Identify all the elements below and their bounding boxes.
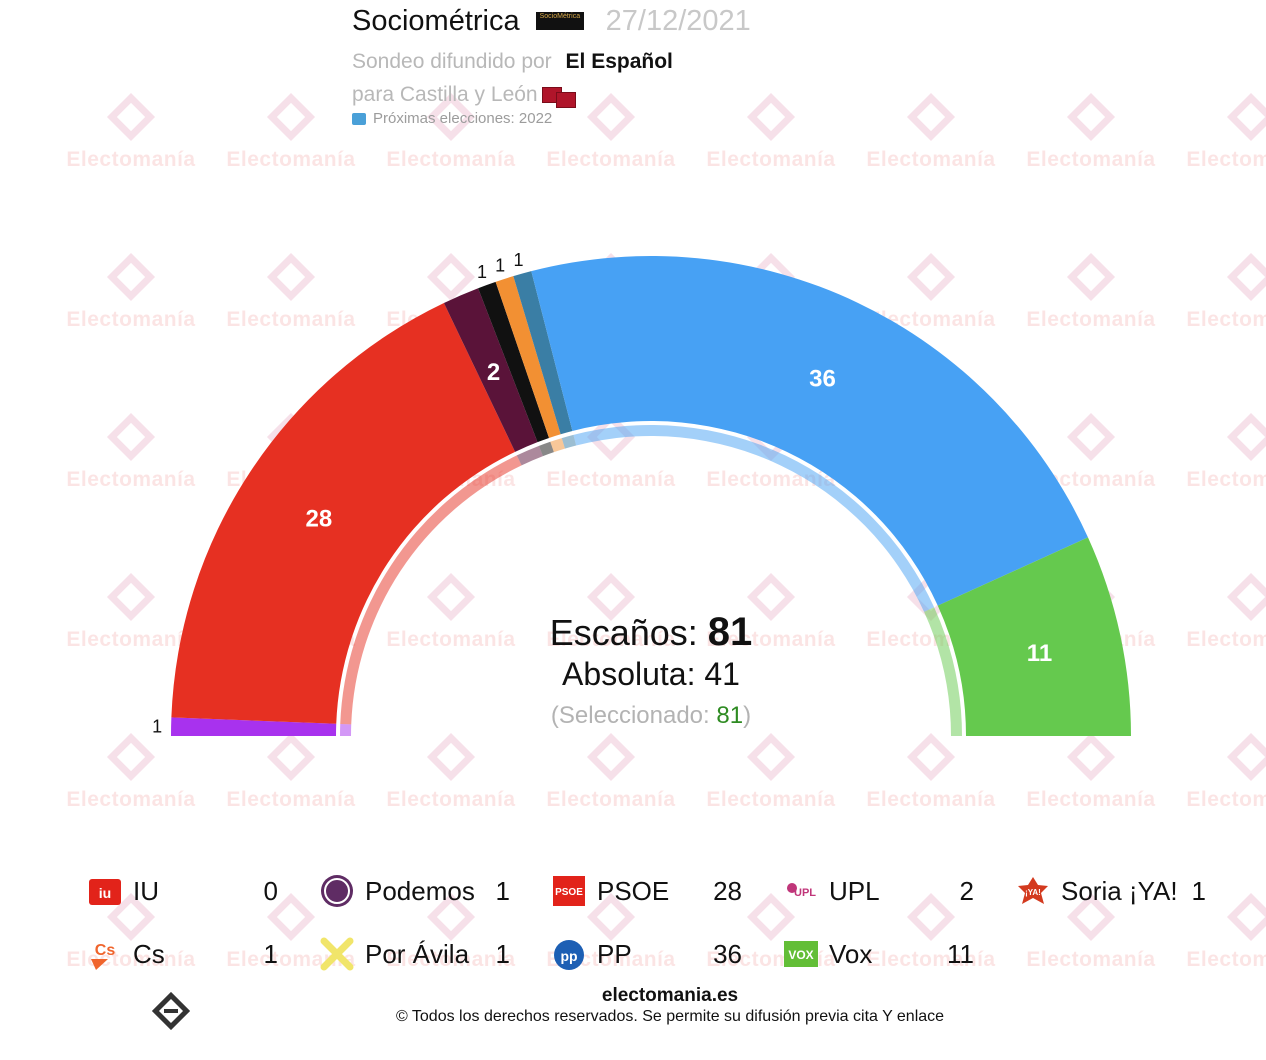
svg-text:VOX: VOX xyxy=(788,948,813,962)
legend-value: 1 xyxy=(1191,876,1206,906)
soria-ya-icon: ¡YA! xyxy=(1018,877,1048,904)
seat-label-psoe: 28 xyxy=(306,506,333,533)
legend-label: Podemos xyxy=(365,876,475,906)
podemos-icon xyxy=(321,875,353,907)
legend-value: 1 xyxy=(263,939,278,969)
seat-label-por-avila: 1 xyxy=(152,716,162,736)
seat-segment-soria-ya[interactable] xyxy=(513,271,573,435)
legend-label: PSOE xyxy=(597,876,670,906)
legend-value: 1 xyxy=(495,876,510,906)
seat-label-podemos: 1 xyxy=(477,262,487,282)
upl-icon: UPL xyxy=(787,883,816,899)
intro-text: Sondeo difundido por xyxy=(352,50,552,73)
legend-value: 1 xyxy=(495,939,510,969)
seat-segment-podemos[interactable] xyxy=(478,281,550,443)
seat-segment-por-avila[interactable] xyxy=(171,717,337,736)
seat-label-pp: 36 xyxy=(809,365,836,392)
svg-text:pp: pp xyxy=(560,948,577,964)
seat-label-cs: 1 xyxy=(495,256,505,276)
inner-arc-cs xyxy=(550,438,565,453)
seat-label-vox: 11 xyxy=(1027,640,1052,667)
poll-date: 27/12/2021 xyxy=(605,4,751,37)
svg-text:iu: iu xyxy=(99,885,111,901)
inner-arc-pp xyxy=(573,425,935,612)
inner-arc-podemos xyxy=(538,441,554,457)
next-elections: Próximas elecciones: 2022 xyxy=(373,110,553,127)
svg-text:PSOE: PSOE xyxy=(555,887,583,898)
selected-summary: (Seleccionado: 81) xyxy=(451,702,851,730)
media-name: El Español xyxy=(565,50,673,73)
seat-segment-vox[interactable] xyxy=(937,537,1131,736)
legend-label: Soria ¡YA! xyxy=(1061,876,1178,906)
seats-summary: Escaños: 81 xyxy=(451,610,851,655)
header: Sociométrica SocioMétrica 27/12/2021 Son… xyxy=(352,4,952,127)
legend-label: PP xyxy=(597,939,632,969)
ballot-box-icon xyxy=(352,112,366,125)
majority-text: Absoluta: 41 xyxy=(562,656,740,692)
inner-arc-vox xyxy=(924,607,962,736)
legend-label: Cs xyxy=(133,939,165,969)
seat-segment-cs[interactable] xyxy=(495,276,561,438)
vox-icon: VOX xyxy=(784,941,818,967)
selected-close: ) xyxy=(743,702,752,729)
inner-arc-psoe xyxy=(340,455,522,725)
pp-icon: pp xyxy=(554,940,584,970)
seats-label: Escaños: xyxy=(549,612,698,653)
legend-value: 11 xyxy=(947,939,974,969)
svg-text:UPL: UPL xyxy=(794,887,816,899)
psoe-icon: PSOE xyxy=(553,876,585,906)
selected-value: 81 xyxy=(716,702,744,729)
legend-value: 28 xyxy=(713,876,742,906)
legend-label: IU xyxy=(133,876,159,906)
iu-icon: iu xyxy=(89,879,121,905)
seat-segment-upl[interactable] xyxy=(443,288,538,452)
region-text: para Castilla y León xyxy=(352,83,538,106)
seats-total: 81 xyxy=(707,610,753,654)
cs-icon: Cs xyxy=(91,942,116,970)
pollster-logo: SocioMétrica xyxy=(535,12,584,30)
selected-label: (Seleccionado: xyxy=(550,702,710,729)
inner-arc-por-avila xyxy=(340,723,352,736)
legend-value: 36 xyxy=(713,939,742,969)
electomania-logo-icon xyxy=(152,992,190,1030)
seat-label-soria-ya: 1 xyxy=(514,250,524,270)
legend-value: 2 xyxy=(959,876,974,906)
footer-copyright: © Todos los derechos reservados. Se perm… xyxy=(395,1008,945,1025)
legend-value: 0 xyxy=(263,876,278,906)
por-avila-icon xyxy=(320,937,354,971)
svg-text:Cs: Cs xyxy=(95,942,116,959)
flag-icon xyxy=(555,92,576,108)
inner-arc-upl xyxy=(516,445,543,466)
footer-site: electomania.es xyxy=(601,985,739,1006)
legend-label: UPL xyxy=(829,876,880,906)
pollster-name: Sociométrica xyxy=(352,4,520,37)
legend-label: Vox xyxy=(829,939,873,969)
svg-text:¡YA!: ¡YA! xyxy=(1025,888,1041,897)
seat-label-upl: 2 xyxy=(487,359,500,386)
legend-label: Por Ávila xyxy=(365,939,470,969)
inner-arc-soria-ya xyxy=(561,434,577,449)
seat-segment-psoe[interactable] xyxy=(171,302,516,724)
seat-segment-pp[interactable] xyxy=(531,256,1088,606)
